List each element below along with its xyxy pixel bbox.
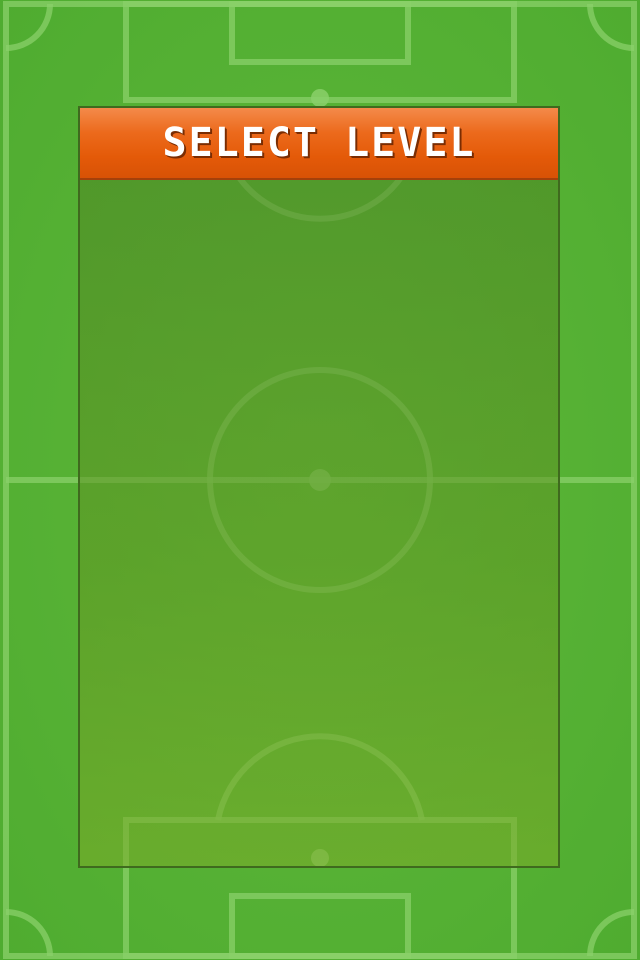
page-title: SELECT LEVEL [162, 120, 476, 166]
top-penalty-spot [311, 89, 329, 107]
corner-arc-top-left [5, 3, 53, 51]
bottom-goal-area [229, 893, 411, 959]
corner-arc-bottom-left [5, 909, 53, 957]
level-list-area[interactable] [80, 180, 558, 866]
corner-arc-bottom-right [587, 909, 635, 957]
level-select-panel: SELECT LEVEL [78, 106, 560, 868]
corner-arc-top-right [587, 3, 635, 51]
panel-header: SELECT LEVEL [80, 108, 558, 180]
top-goal-area [229, 1, 411, 65]
